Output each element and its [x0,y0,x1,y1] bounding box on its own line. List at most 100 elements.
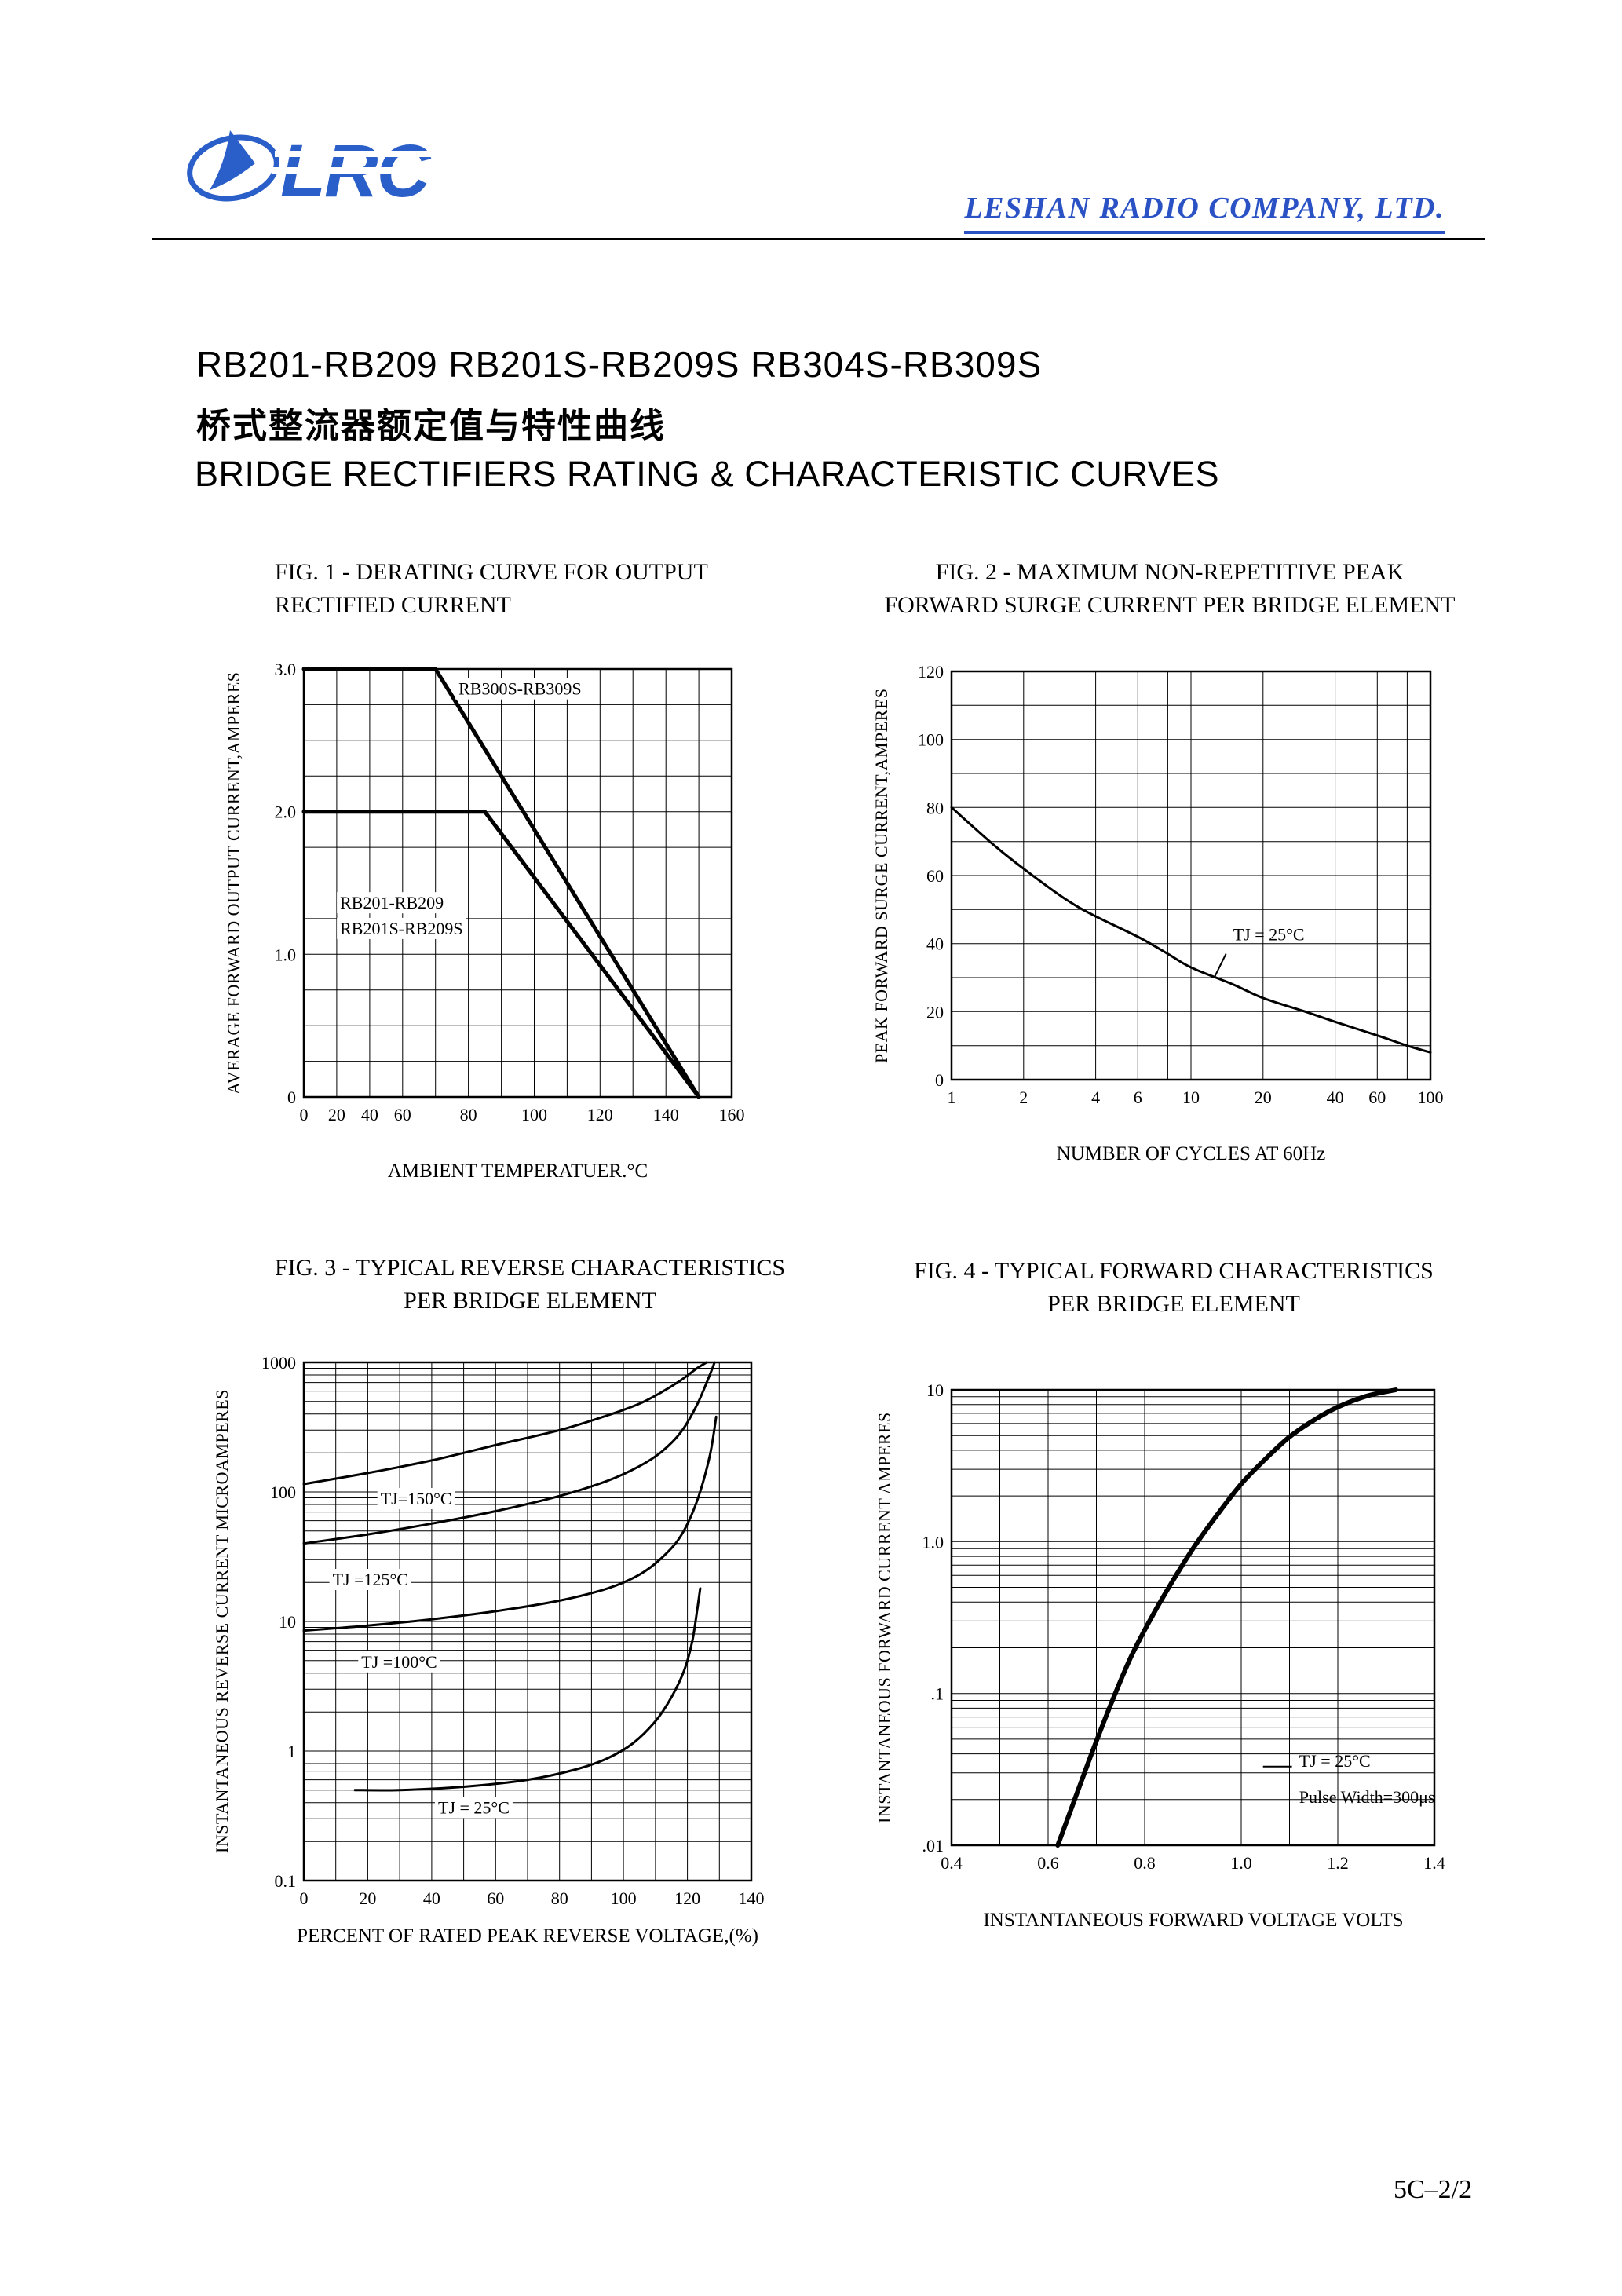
x-tick-label: 80 [551,1888,568,1908]
chart-annotation: RB300S-RB309S [458,679,582,699]
annotation-box [435,1797,513,1819]
y-tick-label: 0 [935,1070,944,1090]
x-tick-label: 100 [611,1888,637,1908]
annotation-box [329,1569,411,1590]
x-tick-label: 10 [1182,1088,1200,1107]
figure2-title-line1: FIG. 2 - MAXIMUM NON-REPETITIVE PEAK [935,559,1405,585]
fig2-curve-surge-current-TJ-25C [950,806,1432,1054]
lrc-logo: LRC [184,116,459,217]
x-tick-label: 0 [300,1105,309,1124]
figure4-title-line1: FIG. 4 - TYPICAL FORWARD CHARACTERISTICS [914,1258,1434,1284]
x-tick-label: 0.4 [941,1853,963,1873]
figure3-x-axis-label: PERCENT OF RATED PEAK REVERSE VOLTAGE,(%… [297,1925,758,1947]
y-tick-label: 10 [279,1612,296,1632]
header-rule [152,238,1485,240]
figure2-y-axis-label: PEAK FORWARD SURGE CURRENT,AMPERES [871,688,891,1063]
x-tick-label: 40 [361,1105,378,1124]
annotation-leader [1213,953,1227,978]
fig4-curve-forward-TJ-25C [1055,1387,1398,1848]
x-tick-label: 100 [1418,1088,1444,1107]
figure4-title-line2: PER BRIDGE ELEMENT [1047,1291,1300,1317]
annotation-box [337,917,466,939]
x-tick-label: 140 [653,1105,679,1124]
y-tick-label: 100 [270,1483,296,1502]
y-tick-label: 2.0 [275,803,297,822]
figure3-chart: 0 20 40 60 80 100 120 140 0.1 1 10 100 1000 TJ=150°C T… [249,1355,767,1920]
company-name-text: LESHAN RADIO COMPANY, LTD. [964,191,1445,234]
y-tick-label: 0 [287,1088,296,1107]
y-tick-label: 80 [926,798,944,817]
x-tick-label: 20 [328,1105,345,1124]
y-tick-label: 0.1 [275,1871,297,1891]
company-name: LESHAN RADIO COMPANY, LTD. [848,191,1445,234]
figure3-title-line2: PER BRIDGE ELEMENT [404,1288,656,1314]
y-tick-label: 120 [918,664,944,682]
x-tick-label: 60 [394,1105,411,1124]
x-tick-label: 60 [487,1888,504,1908]
x-tick-label: 40 [1327,1088,1344,1107]
fig1-curve-RB300S-RB309S [301,667,701,1099]
figure1-title-line1: FIG. 1 - DERATING CURVE FOR OUTPUT [275,559,708,585]
y-tick-label: 40 [926,934,944,954]
chart-annotation: TJ =125°C [333,1570,408,1589]
x-tick-label: 140 [739,1888,765,1908]
fig3-curve-TJ=150C [302,1361,708,1486]
x-tick-label: 2 [1019,1088,1028,1107]
fig4-canvas: 0.4 0.6 0.8 1.0 1.2 1.4 .01 .1 1.0 10 TJ = 25°C Pul… [922,1382,1445,1873]
chart-annotation: TJ = 25°C [1299,1751,1371,1771]
x-tick-label: 1.4 [1423,1853,1445,1873]
fig2-canvas: 1 2 4 6 10 20 40 60 100 0 20 40 60 80 100 120 TJ = 25°C [918,664,1444,1107]
fig1-curve-RB201-RB209 / RB201S-RB209S [301,810,701,1099]
annotation-box [358,1651,440,1673]
y-tick-label: 3.0 [275,661,297,679]
figure3-title-line1: FIG. 3 - TYPICAL REVERSE CHARACTERISTICS [274,1255,786,1281]
y-tick-label: .1 [931,1684,944,1704]
x-tick-label: 6 [1134,1088,1142,1107]
chart-annotation: TJ =100°C [361,1652,437,1672]
logo-stripe [272,167,459,174]
y-tick-label: 60 [926,866,944,886]
x-tick-label: 1.2 [1327,1853,1349,1873]
x-tick-label: 20 [359,1888,376,1908]
page-number: 5C–2/2 [1394,2175,1473,2204]
figure4-y-axis-label: INSTANTANEOUS FORWARD CURRENT AMPERES [875,1412,894,1823]
x-tick-label: 80 [460,1105,477,1124]
y-tick-label: 1000 [261,1355,296,1373]
figure1-y-axis-label: AVERAGE FORWARD OUTPUT CURRENT,AMPERES [224,671,243,1095]
chinese-heading: 桥式整流器额定值与特性曲线 [196,407,666,445]
figure1-chart: 0 20 40 60 80 100 120 140 160 0 1.0 2.0 3.0 RB300S-RB… [249,661,747,1136]
chart-annotation: TJ = 25°C [438,1797,510,1817]
fig3-curve-TJ=125C [302,1361,716,1545]
figure4-chart: 0.4 0.6 0.8 1.0 1.2 1.4 .01 .1 1.0 10 TJ = 25°C Pul… [897,1382,1466,1885]
chart-annotation: RB201-RB209 [340,893,444,912]
x-tick-label: 60 [1368,1088,1386,1107]
annotation-box [337,892,448,914]
fig3-curve-TJ=100C [302,1415,718,1632]
chart-annotation: Pulse Width=300μs [1299,1787,1435,1807]
lrc-logo-graphic: LRC [187,130,459,213]
figure2-title-line2: FORWARD SURGE CURRENT PER BRIDGE ELEMENT [884,592,1456,618]
fig1-canvas: 0 20 40 60 80 100 120 140 160 0 1.0 2.0 3.0 RB300S-RB… [275,661,745,1124]
figure4-x-axis-label: INSTANTANEOUS FORWARD VOLTAGE VOLTS [983,1910,1404,1931]
figure1-title-line2: RECTIFIED CURRENT [275,592,511,618]
chart-annotation: RB201S-RB209S [340,919,462,938]
x-tick-label: 40 [423,1888,440,1908]
y-tick-label: 10 [926,1382,944,1400]
y-tick-label: 20 [926,1002,944,1022]
x-tick-label: 120 [674,1888,700,1908]
figure2-chart: 1 2 4 6 10 20 40 60 100 0 20 40 60 80 100 120 TJ = 25°C [897,664,1446,1119]
y-tick-label: .01 [922,1836,944,1855]
x-tick-label: 0 [300,1888,309,1908]
fig3-canvas: 0 20 40 60 80 100 120 140 0.1 1 10 100 1000 TJ=150°C T… [261,1355,765,1908]
annotation-box [377,1488,455,1509]
x-tick-label: 120 [587,1105,613,1124]
figure1-x-axis-label: AMBIENT TEMPERATUER.°C [387,1161,648,1182]
x-tick-label: 20 [1255,1088,1272,1107]
part-numbers-heading: RB201-RB209 RB201S-RB209S RB304S-RB309S [196,344,1043,385]
x-tick-label: 0.6 [1037,1853,1059,1873]
x-tick-label: 1.0 [1230,1853,1252,1873]
x-tick-label: 1 [948,1088,956,1107]
fig3-curve-TJ=25C [353,1587,702,1792]
y-tick-label: 1.0 [922,1532,944,1552]
logo-stripe [275,151,459,157]
